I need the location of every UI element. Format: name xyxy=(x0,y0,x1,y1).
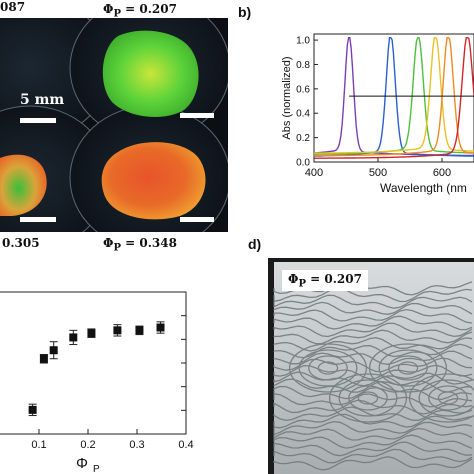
stripe-8 xyxy=(273,337,473,352)
panel-a-top-right-value: ΦP = 0.207 xyxy=(103,2,177,20)
panel-a-photo-graphic xyxy=(0,18,228,232)
loop-0-18 xyxy=(298,349,358,387)
stripe-24 xyxy=(273,448,473,464)
data-point-2 xyxy=(49,346,58,355)
stripe-16 xyxy=(273,393,473,408)
x-tick-label-c-3: 0.4 xyxy=(178,439,193,451)
series-line-4 xyxy=(314,37,474,157)
stripe-18 xyxy=(273,406,473,422)
stripe-2 xyxy=(273,294,473,309)
stripe-13 xyxy=(273,371,473,387)
stripe-7 xyxy=(273,329,473,345)
loop-1-12 xyxy=(348,385,388,411)
y-tick-label-b-5: 1.0 xyxy=(296,36,310,47)
scale-label: 5 mm xyxy=(20,92,65,108)
data-point-0 xyxy=(28,405,37,414)
x-tick-label-c-1: 0.2 xyxy=(80,439,95,451)
stripe-19 xyxy=(273,413,473,429)
loop-3-24 xyxy=(408,373,474,423)
stripe-23 xyxy=(273,441,473,457)
stripe-6 xyxy=(273,322,473,338)
plot-frame-c xyxy=(0,291,187,435)
y-tick-label-b-1: 0.2 xyxy=(296,133,310,144)
stripe-21 xyxy=(273,427,473,441)
panel-d-label: d) xyxy=(248,236,262,252)
stripe-20 xyxy=(273,420,473,436)
absorbance-chart: 0.0 0.2 0.4 0.6 0.8 1.0 400 500 600 Wavelength (n… xyxy=(281,33,474,195)
loop-3-18 xyxy=(418,379,474,417)
loop-3-12 xyxy=(428,385,468,411)
loop-2-24 xyxy=(368,343,448,393)
y-tick-label-b-2: 0.4 xyxy=(296,109,310,120)
panel-a-bottom-left-value: 0.305 xyxy=(2,236,40,250)
data-point-6 xyxy=(135,326,144,335)
loop-2-12 xyxy=(388,355,428,381)
plot-frame-b xyxy=(313,33,474,163)
scale-bar-a2 xyxy=(180,113,214,118)
series-line-5 xyxy=(314,37,474,159)
series-line-1 xyxy=(314,37,474,157)
scale-bar-a3 xyxy=(20,217,56,222)
sample-film-orange xyxy=(101,142,206,220)
panel-d-phi-label: ΦP = 0.207 xyxy=(282,270,368,292)
loop-0-12 xyxy=(308,355,348,381)
loop-2-18 xyxy=(378,349,438,387)
stripe-25 xyxy=(273,456,473,471)
stripe-4 xyxy=(273,308,473,324)
y-tick-label-b-3: 0.6 xyxy=(296,84,310,95)
phi-scatter-chart: 0.1 0.2 0.3 0.4 Φ P xyxy=(0,291,194,474)
stripe-22 xyxy=(273,434,473,449)
panel-d-micrograph-graphic xyxy=(273,262,474,474)
loop-0-6 xyxy=(317,361,339,375)
panel-a-photo: 5 mm xyxy=(0,18,228,232)
panel-d-micrograph: ΦP = 0.207 xyxy=(268,258,474,474)
stripe-12 xyxy=(273,364,473,380)
scale-bar-a1 xyxy=(20,118,56,123)
loop-1-6 xyxy=(357,391,379,405)
loop-0-24 xyxy=(288,343,368,393)
x-axis-label-sub-c: P xyxy=(93,464,100,474)
sample-film-green xyxy=(102,30,199,117)
stripe-3 xyxy=(273,301,473,315)
panel-b-label: b) xyxy=(238,4,252,20)
y-tick-label-b-4: 0.8 xyxy=(296,60,310,71)
x-tick-label-b-2: 600 xyxy=(433,167,451,179)
x-tick-label-c-0: 0.1 xyxy=(31,439,46,451)
x-tick-label-c-2: 0.3 xyxy=(129,439,144,451)
panel-a-bottom-right-value: ΦP = 0.348 xyxy=(103,236,177,254)
data-point-1 xyxy=(39,354,48,363)
loop-2-6 xyxy=(397,361,419,375)
sample-film-mixed xyxy=(0,154,47,216)
loop-3-6 xyxy=(437,391,459,405)
data-point-7 xyxy=(156,323,165,332)
stripe-5 xyxy=(273,315,473,331)
data-point-5 xyxy=(113,326,122,335)
series-line-3 xyxy=(313,37,474,154)
y-tick-label-b-0: 0.0 xyxy=(296,158,310,169)
data-point-3 xyxy=(69,333,78,342)
scale-bar-a4 xyxy=(180,217,214,222)
x-tick-label-b-0: 400 xyxy=(305,167,323,179)
panel-a-top-left-value: 087 xyxy=(0,0,26,14)
data-point-4 xyxy=(87,329,96,338)
loop-1-18 xyxy=(338,379,398,417)
x-axis-label-c: Φ xyxy=(76,455,88,472)
x-axis-label-b: Wavelength (nm xyxy=(380,181,467,195)
y-axis-label-b: Abs (normalized) xyxy=(281,56,293,139)
x-tick-label-b-1: 500 xyxy=(369,167,387,179)
loop-1-24 xyxy=(328,373,408,423)
stripe-10 xyxy=(273,350,473,365)
stripe-1 xyxy=(273,287,473,303)
